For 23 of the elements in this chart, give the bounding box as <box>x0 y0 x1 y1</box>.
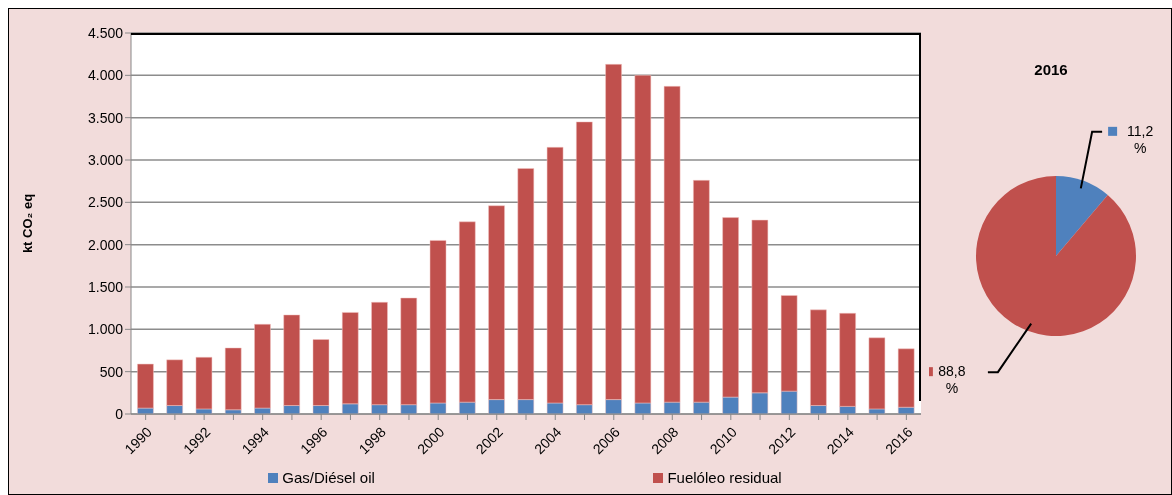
pie-slice <box>1056 176 1108 256</box>
y-tick-label: 4.000 <box>87 67 124 84</box>
bar <box>254 324 271 409</box>
y-tick-label: 0 <box>115 405 124 422</box>
legend-label: Fuelóleo residual <box>667 469 782 486</box>
y-tick-label: 2.500 <box>87 194 124 211</box>
chart-title: 2016 <box>1033 61 1069 78</box>
bar <box>137 363 154 409</box>
y-tick-label: 1.000 <box>87 321 124 338</box>
bar <box>195 357 213 410</box>
pie-slice <box>976 176 1136 336</box>
y-tick-label: 2.000 <box>87 236 124 253</box>
y-tick-label: 4.500 <box>87 24 124 41</box>
data-label: 88,8 % <box>938 363 966 397</box>
legend-label: Gas/Diésel oil <box>282 469 375 486</box>
y-tick-label: 1.500 <box>87 278 124 295</box>
data-label: 11,2 % <box>1127 122 1154 156</box>
y-tick-label: 3.000 <box>87 151 124 168</box>
bar <box>868 337 886 410</box>
bar <box>224 347 242 411</box>
y-tick-label: 3.500 <box>87 109 124 126</box>
y-tick-label: 500 <box>99 363 124 380</box>
y-axis-title: kt CO₂ eq <box>19 193 35 254</box>
